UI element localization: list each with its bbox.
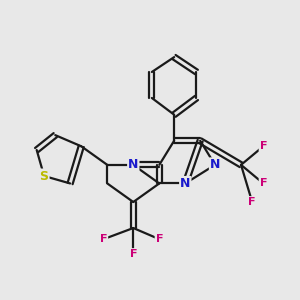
Text: N: N: [210, 158, 220, 171]
Text: N: N: [128, 158, 139, 171]
Text: F: F: [130, 249, 137, 259]
Text: F: F: [260, 141, 267, 151]
Text: S: S: [40, 169, 49, 182]
Text: F: F: [248, 197, 256, 207]
Text: F: F: [100, 234, 107, 244]
Text: F: F: [260, 178, 267, 188]
Text: F: F: [155, 234, 163, 244]
Text: N: N: [180, 177, 190, 190]
